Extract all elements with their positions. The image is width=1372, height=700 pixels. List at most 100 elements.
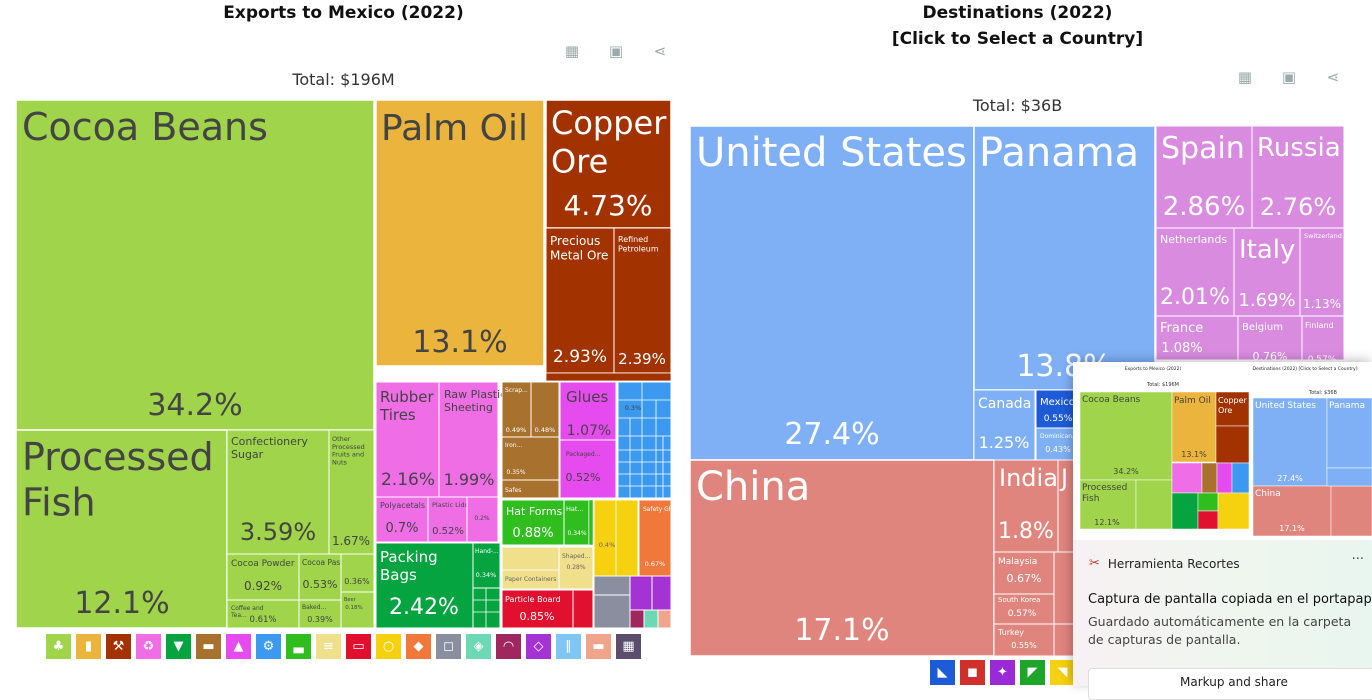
tile-value: 3.59% — [240, 518, 316, 546]
cocoa-powder-tile[interactable]: Cocoa Powder 0.92% — [226, 553, 300, 601]
italy-tile[interactable]: Italy 1.69% — [1233, 227, 1301, 317]
netherlands-tile[interactable]: Netherlands 2.01% — [1155, 227, 1235, 317]
snipping-tool-notification[interactable]: Exports to Mexico (2022) Destinations (2… — [1073, 362, 1372, 700]
box-icon[interactable]: ◻ — [436, 634, 461, 659]
recycle-icon[interactable]: ♻ — [136, 634, 161, 659]
processed-fish-tile[interactable]: Processed Fish 12.1% — [16, 429, 228, 629]
cocoa-beans-tile[interactable]: Cocoa Beans 34.2% — [16, 100, 375, 431]
more-options-button[interactable]: ··· — [1351, 552, 1364, 567]
coffee-tea-tile[interactable]: Coffee and Tea... 0.61% — [226, 599, 300, 629]
medal-tile[interactable]: 0.4% — [593, 499, 639, 577]
russia-tile[interactable]: Russia 2.76% — [1251, 126, 1345, 229]
south-korea-tile[interactable]: South Korea 0.57% — [993, 593, 1055, 625]
cocoa-paste-tile[interactable]: Cocoa Paste 0.53% — [298, 553, 348, 601]
screenshot-thumbnail[interactable]: Exports to Mexico (2022) Destinations (2… — [1073, 362, 1372, 540]
machinery-block[interactable]: 0.3% — [617, 381, 672, 499]
safety-glass-tile[interactable]: Safety Glass 0.67% — [638, 499, 680, 577]
safes-tile[interactable]: Safes — [501, 479, 560, 499]
united-states-tile[interactable]: United States 27.4% — [690, 126, 975, 461]
easel-icon[interactable]: ▦ — [616, 634, 641, 659]
bottle-icon[interactable]: ▮ — [76, 634, 101, 659]
scrap-tile[interactable]: Scrap... 0.49% — [501, 381, 532, 438]
anvil-icon[interactable]: ▬ — [196, 634, 221, 659]
belgium-tile[interactable]: Belgium 0.76% — [1237, 315, 1303, 363]
panama-tile[interactable]: Panama 13.8% — [973, 126, 1156, 391]
road-icon[interactable]: ∥ — [556, 634, 581, 659]
baked-goods-tile[interactable]: Baked... 0.39% — [298, 599, 342, 629]
mineral-icon[interactable]: ◆ — [406, 634, 431, 659]
copper-ore-tile[interactable]: Copper Ore 4.73% — [545, 100, 672, 229]
packing-bags-tile[interactable]: Packing Bags 2.42% — [375, 542, 474, 629]
malaysia-tile[interactable]: Malaysia 0.67% — [993, 551, 1065, 595]
image-icon[interactable]: ▣ — [1281, 68, 1297, 86]
image-icon[interactable]: ▣ — [608, 42, 624, 60]
shaped-tile[interactable]: Shaped... 0.28% — [558, 546, 594, 590]
small-food-tile[interactable]: 0.36% — [340, 553, 375, 593]
raw-plastic-sheeting-tile[interactable]: Raw Plastic Sheeting 1.99% — [438, 381, 506, 498]
left-legend: ♣ ▮ ⚒ ♻ ▼ ▬ ▲ ⚙ ▃ ≡ ▭ ○ ◆ ◻ ◈ ◠ ◇ ∥ ▬ ▦ — [46, 634, 641, 659]
card-icon[interactable]: ▭ — [346, 634, 371, 659]
spain-tile[interactable]: Spain 2.86% — [1155, 126, 1253, 229]
particle-board-tile[interactable]: Particle Board 0.85% — [501, 589, 574, 629]
hand-tile[interactable]: Hand-... 0.34% — [472, 542, 501, 589]
gear-icon[interactable]: ⚙ — [256, 634, 281, 659]
tile-label: Scrap... — [505, 387, 528, 394]
share-icon[interactable]: ⋖ — [1326, 68, 1340, 86]
metals-small-tile[interactable]: 0.48% — [530, 381, 560, 438]
hat-tile[interactable]: Hat... 0.34% — [563, 499, 590, 546]
textiles-small-strip — [472, 587, 501, 629]
paper-icon[interactable]: ≡ — [316, 634, 341, 659]
polyacetals-tile[interactable]: Polyacetals 0.7% — [375, 496, 429, 543]
leather-icon[interactable]: ◈ — [466, 634, 491, 659]
canada-tile[interactable]: Canada 1.25% — [973, 389, 1036, 461]
markup-share-button[interactable]: Markup and share — [1088, 668, 1372, 700]
other-processed-fruits-tile[interactable]: Other Processed Fruits and Nuts 1.67% — [328, 429, 375, 555]
beer-tile[interactable]: Beer 0.18% — [340, 591, 375, 629]
hat-forms-tile[interactable]: Hat Forms 0.88% — [501, 499, 565, 546]
tile-value: 2.01% — [1160, 285, 1230, 310]
south-america-icon[interactable]: ◤ — [1020, 660, 1045, 685]
sofa-icon[interactable]: ▬ — [586, 634, 611, 659]
precious-metal-ore-tile[interactable]: Precious Metal Ore 2.93% — [545, 227, 615, 374]
packaged-tile[interactable]: Packaged... 0.52% — [559, 439, 617, 499]
right-treemap[interactable]: United States 27.4% Panama 13.8% Canada … — [690, 126, 1372, 656]
north-america-icon[interactable]: ◣ — [930, 660, 955, 685]
palm-oil-tile[interactable]: Palm Oil 13.1% — [375, 100, 545, 367]
rubber-tires-tile[interactable]: Rubber Tires 2.16% — [375, 381, 440, 498]
paper-containers-tile[interactable]: Paper Containers — [501, 546, 560, 590]
india-tile[interactable]: India 1.8% — [993, 459, 1059, 553]
africa-icon[interactable]: ◥ — [1050, 660, 1075, 685]
tile-label: France — [1160, 321, 1203, 336]
plastic-lids-tile[interactable]: Plastic Lids 0.52% — [427, 496, 469, 543]
share-icon[interactable]: ⋖ — [653, 42, 667, 60]
table-icon[interactable]: ▦ — [564, 42, 580, 60]
switzerland-tile[interactable]: Switzerland 1.13% — [1299, 227, 1345, 317]
right-legend: ◣ ◼ ✦ ◤ ◥ — [930, 660, 1075, 685]
confectionery-sugar-tile[interactable]: Confectionery Sugar 3.59% — [226, 429, 330, 555]
left-treemap[interactable]: Cocoa Beans 34.2% Processed Fish 12.1% Co… — [16, 100, 688, 630]
pickaxe-icon[interactable]: ⚒ — [106, 634, 131, 659]
iron-tile[interactable]: Iron... 0.35% — [501, 436, 560, 481]
europe-icon[interactable]: ✦ — [990, 660, 1015, 685]
shoe-icon[interactable]: ▃ — [286, 634, 311, 659]
france-tile[interactable]: France 1.08% — [1155, 315, 1239, 361]
plastics-small-tile[interactable]: 0.2% — [466, 496, 499, 543]
tile-value: 4.73% — [564, 189, 653, 222]
gem-icon[interactable]: ◇ — [526, 634, 551, 659]
asia-icon[interactable]: ◼ — [960, 660, 985, 685]
china-tile[interactable]: China 17.1% — [690, 459, 995, 656]
glues-tile[interactable]: Glues 1.07% — [559, 381, 617, 441]
table-icon[interactable]: ▦ — [1237, 68, 1253, 86]
medal-icon[interactable]: ○ — [376, 634, 401, 659]
wheat-icon[interactable]: ♣ — [46, 634, 71, 659]
turkey-tile[interactable]: Turkey 0.55% — [993, 623, 1055, 656]
refined-petroleum-tile[interactable]: Refined Petroleum 2.39% — [613, 227, 672, 374]
shirt-icon[interactable]: ▼ — [166, 634, 191, 659]
tile-value: 0.67% — [1007, 572, 1042, 585]
flask-icon[interactable]: ▲ — [226, 634, 251, 659]
svg-text:United States: United States — [1255, 401, 1316, 411]
gauge-icon[interactable]: ◠ — [496, 634, 521, 659]
finland-tile[interactable]: Finland 0.57% — [1301, 315, 1345, 365]
scissors-icon: ✂ — [1089, 556, 1100, 571]
tile-label: India — [999, 464, 1058, 492]
